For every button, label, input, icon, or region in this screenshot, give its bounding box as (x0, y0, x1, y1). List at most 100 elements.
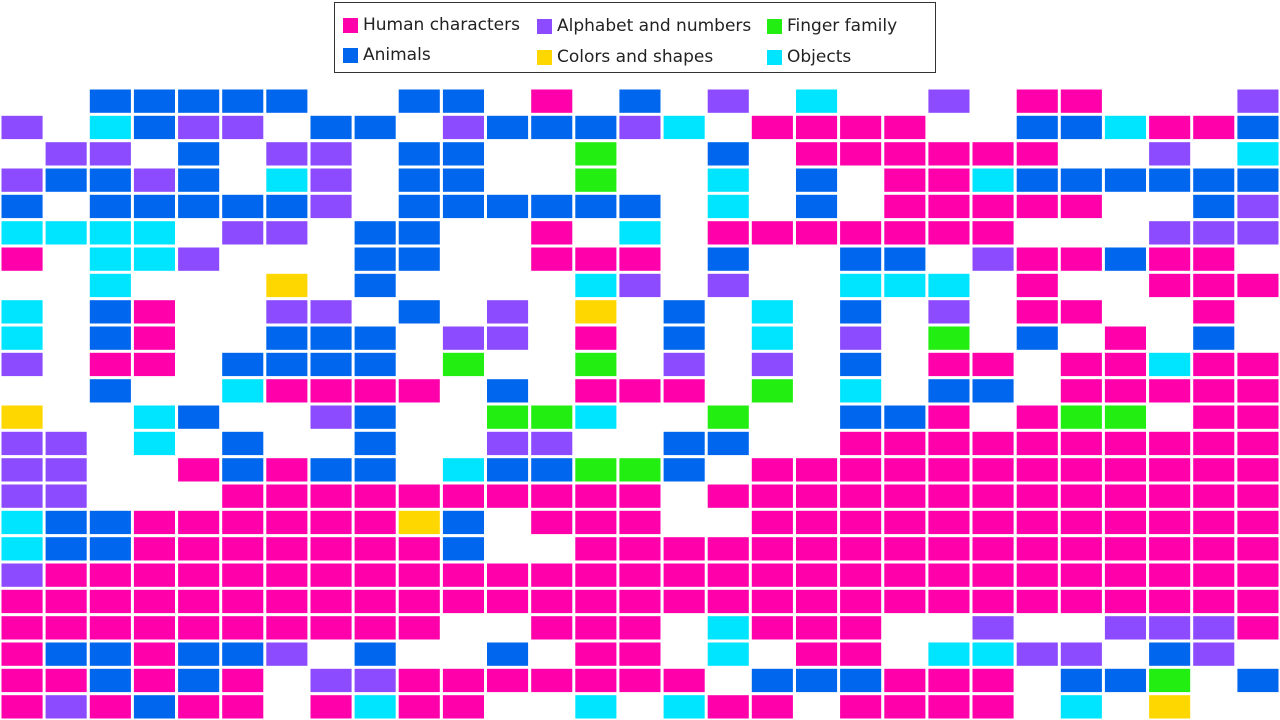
tile-human-characters (796, 458, 838, 482)
tile-human-characters (266, 458, 308, 482)
tile-alphabet-and-numbers (45, 431, 87, 456)
tile-animals (663, 326, 705, 350)
tile-human-characters (1104, 352, 1146, 377)
tile-human-characters (796, 537, 838, 561)
tile-alphabet-and-numbers (1, 563, 43, 587)
tile-human-characters (133, 616, 175, 640)
tile-human-characters (1149, 537, 1191, 561)
tile-human-characters (972, 484, 1014, 508)
tile-human-characters (1104, 326, 1146, 350)
tile-human-characters (89, 616, 131, 640)
tile-objects (707, 642, 749, 666)
tile-human-characters (796, 142, 838, 166)
tile-human-characters (1149, 273, 1191, 298)
tile-objects (442, 458, 484, 482)
tile-human-characters (619, 616, 661, 640)
tile-human-characters (45, 589, 87, 614)
tile-human-characters (1237, 431, 1279, 456)
tile-human-characters (840, 537, 882, 561)
tile-human-characters (928, 352, 970, 377)
tile-animals (45, 168, 87, 192)
tile-human-characters (354, 616, 396, 640)
tile-animals (354, 221, 396, 245)
tile-alphabet-and-numbers (310, 142, 352, 166)
tile-alphabet-and-numbers (45, 484, 87, 508)
tile-animals (133, 115, 175, 140)
tile-alphabet-and-numbers (266, 642, 308, 666)
tile-alphabet-and-numbers (928, 89, 970, 113)
tile-human-characters (575, 484, 617, 508)
tile-alphabet-and-numbers (531, 431, 573, 456)
tile-animals (619, 89, 661, 113)
tile-human-characters (442, 484, 484, 508)
tile-objects (751, 300, 793, 324)
tile-alphabet-and-numbers (487, 326, 529, 350)
tile-human-characters (1, 642, 43, 666)
tile-human-characters (972, 142, 1014, 166)
tile-human-characters (972, 352, 1014, 377)
tile-human-characters (531, 89, 573, 113)
tile-human-characters (928, 142, 970, 166)
tile-objects (972, 168, 1014, 192)
tile-human-characters (487, 563, 529, 587)
tile-human-characters (840, 510, 882, 535)
tile-objects (575, 405, 617, 429)
tile-human-characters (266, 537, 308, 561)
tile-objects (972, 642, 1014, 666)
tile-animals (707, 431, 749, 456)
tile-objects (884, 273, 926, 298)
tile-human-characters (531, 616, 573, 640)
tile-human-characters (1237, 510, 1279, 535)
tile-human-characters (1016, 563, 1058, 587)
legend-item-alphabet-and-numbers: Alphabet and numbers (537, 15, 751, 37)
tile-animals (1060, 668, 1102, 693)
tile-human-characters (487, 484, 529, 508)
tile-human-characters (575, 379, 617, 403)
tile-human-characters (1060, 431, 1102, 456)
tile-human-characters (1060, 194, 1102, 219)
tile-alphabet-and-numbers (45, 695, 87, 719)
tile-objects (133, 431, 175, 456)
tile-alphabet-and-numbers (707, 89, 749, 113)
tile-human-characters (1149, 379, 1191, 403)
tile-animals (398, 194, 440, 219)
tile-human-characters (619, 589, 661, 614)
tile-human-characters (928, 458, 970, 482)
tile-human-characters (442, 589, 484, 614)
tile-animals (840, 668, 882, 693)
tile-animals (354, 115, 396, 140)
tile-animals (133, 89, 175, 113)
tile-human-characters (751, 510, 793, 535)
tile-human-characters (972, 458, 1014, 482)
tile-finger-family (575, 142, 617, 166)
tile-human-characters (928, 589, 970, 614)
tile-human-characters (1193, 537, 1235, 561)
tile-objects (707, 194, 749, 219)
tile-human-characters (1104, 431, 1146, 456)
tile-human-characters (884, 221, 926, 245)
tile-animals (398, 168, 440, 192)
tile-human-characters (1016, 537, 1058, 561)
tile-animals (222, 194, 264, 219)
tile-human-characters (1016, 484, 1058, 508)
tile-human-characters (1016, 89, 1058, 113)
legend-item-objects: Objects (767, 46, 851, 68)
tile-human-characters (796, 563, 838, 587)
tile-human-characters (1193, 300, 1235, 324)
tile-animals (354, 352, 396, 377)
tile-animals (1237, 668, 1279, 693)
tile-animals (751, 668, 793, 693)
tile-human-characters (1, 247, 43, 271)
tile-animals (45, 537, 87, 561)
tile-animals (266, 326, 308, 350)
tile-human-characters (1193, 431, 1235, 456)
tile-human-characters (45, 668, 87, 693)
tile-human-characters (840, 431, 882, 456)
tile-human-characters (1237, 563, 1279, 587)
tile-human-characters (442, 563, 484, 587)
tile-animals (354, 326, 396, 350)
tile-animals (89, 89, 131, 113)
tile-human-characters (1149, 589, 1191, 614)
legend-item-animals: Animals (343, 44, 431, 66)
tile-animals (1060, 115, 1102, 140)
